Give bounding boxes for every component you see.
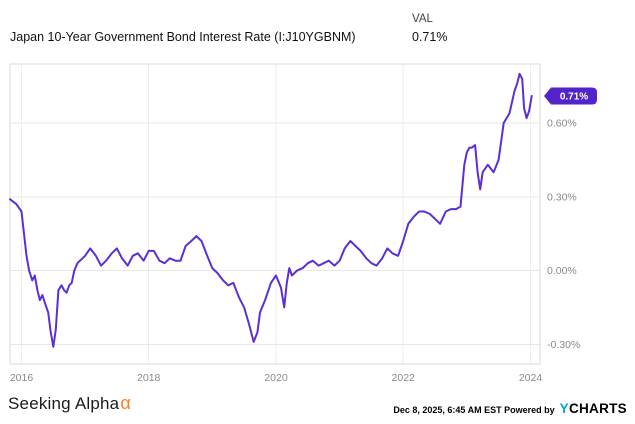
- svg-text:0.00%: 0.00%: [547, 265, 577, 277]
- seeking-alpha-logo: Seeking Alphaα: [8, 393, 131, 414]
- val-current-value: 0.71%: [412, 30, 448, 44]
- ycharts-y-glyph: Y: [559, 401, 569, 416]
- ycharts-wordmark: CHARTS: [568, 401, 627, 416]
- svg-text:2016: 2016: [10, 372, 34, 384]
- powered-by-label: Powered by: [504, 405, 555, 415]
- svg-text:2018: 2018: [137, 372, 161, 384]
- svg-text:2022: 2022: [392, 372, 416, 384]
- chart-title: Japan 10-Year Government Bond Interest R…: [10, 30, 356, 44]
- footer-attribution: Dec 8, 2025, 6:45 AM EST Powered by YCHA…: [393, 401, 627, 416]
- timestamp: Dec 8, 2025, 6:45 AM EST Powered by: [393, 405, 555, 415]
- svg-text:0.71%: 0.71%: [560, 92, 588, 103]
- svg-text:-0.30%: -0.30%: [547, 339, 580, 351]
- svg-text:0.60%: 0.60%: [547, 118, 577, 130]
- val-column-header: VAL: [412, 13, 433, 25]
- svg-text:2020: 2020: [264, 372, 288, 384]
- seeking-alpha-wordmark: Seeking Alpha: [8, 394, 120, 413]
- svg-text:2024: 2024: [519, 372, 543, 384]
- ycharts-logo: YCHARTS: [560, 401, 627, 416]
- alpha-glyph-icon: α: [120, 393, 131, 413]
- bond-yield-line-chart: 2016 2018 2020 2022 2024 -0.30% 0.00% 0.30% 0.60…: [9, 63, 597, 384]
- svg-text:0.30%: 0.30%: [547, 191, 577, 203]
